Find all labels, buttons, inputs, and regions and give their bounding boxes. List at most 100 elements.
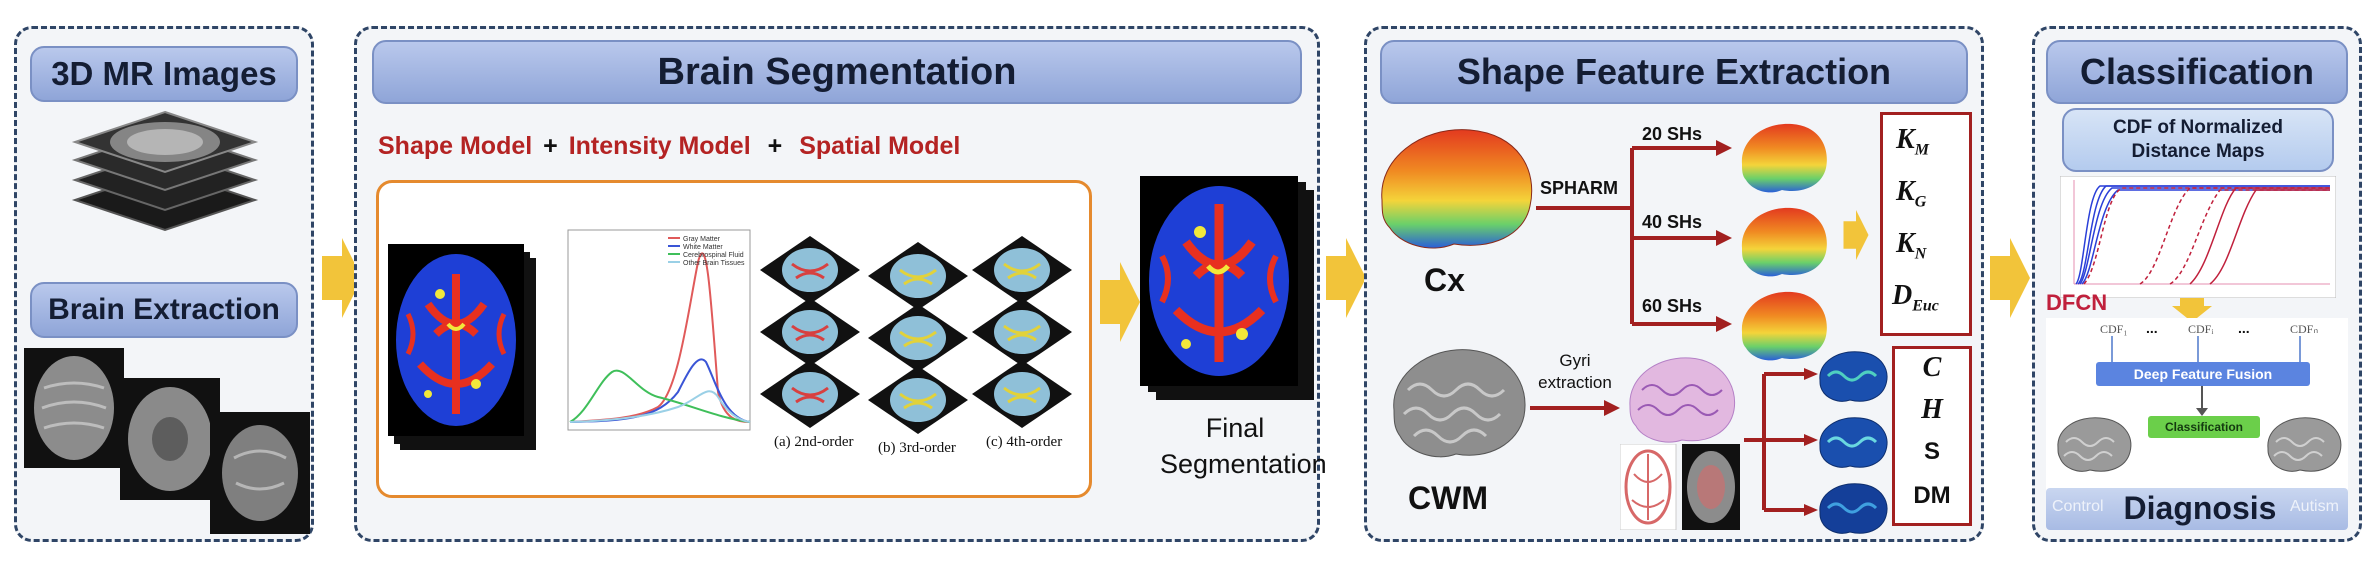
plus-sign-2: + xyxy=(767,132,783,160)
classification-box-label: Classification xyxy=(2164,420,2244,434)
sh-brain-40 xyxy=(1741,207,1827,277)
cdf-line2: Distance Maps xyxy=(2131,141,2265,162)
legend-other-tissues: Other Brain Tissues xyxy=(683,260,745,267)
classification-box: Classification xyxy=(2148,416,2260,438)
gyri-arrow xyxy=(1530,400,1620,416)
cwm-brain-s xyxy=(1819,483,1888,534)
cdf-dots-1: ... xyxy=(2146,320,2158,336)
autism-label: Autism xyxy=(2290,498,2339,515)
cwm-brain-c xyxy=(1819,351,1888,402)
final-label-line2: Segmentation xyxy=(1160,449,1327,479)
spharm-label: SPHARM xyxy=(1540,178,1619,198)
feature-kn: KN xyxy=(1896,228,1927,263)
shape-model-brain xyxy=(388,244,536,450)
spatial-slice-mark xyxy=(1003,262,1041,280)
sh-brain-20 xyxy=(1741,123,1827,193)
fusion-to-class-arrow xyxy=(2196,386,2208,416)
sh-label-40: 40 SHs xyxy=(1642,212,1703,232)
control-brain xyxy=(2057,417,2132,472)
feature-h: H xyxy=(1921,394,1943,425)
autism-brain xyxy=(2267,417,2342,472)
feature-dm: DM xyxy=(1913,482,1951,509)
plus-sign-1: + xyxy=(543,132,558,160)
sh-label-20: 20 SHs xyxy=(1642,124,1703,144)
final-label-line1: Final xyxy=(1205,413,1265,443)
mr-slices-stack xyxy=(71,110,259,232)
feature-km: KM xyxy=(1896,124,1929,159)
flow-arrow-seg xyxy=(1100,262,1140,342)
legend-white-matter: White Matter xyxy=(683,244,723,251)
model-equation: Shape Model + Intensity Model + Spatial … xyxy=(378,132,960,161)
cdf-node-1: CDF₁ xyxy=(2100,322,2128,336)
cwm-brain-h xyxy=(1819,417,1888,468)
mr-images-title: 3D MR Images xyxy=(51,55,277,92)
spatial-slice-mark xyxy=(791,262,829,280)
spatial-model-slices xyxy=(760,236,1072,434)
order-label-3rd: (b) 3rd-order xyxy=(878,440,956,456)
deep-feature-fusion-label: Deep Feature Fusion xyxy=(2133,366,2273,382)
cwm-branch-arrows xyxy=(1744,368,1818,516)
cx-label: Cx xyxy=(1424,262,1465,298)
feature-c: C xyxy=(1922,352,1942,383)
spatial-slice-mark xyxy=(1003,386,1041,404)
order-label-4th: (c) 4th-order xyxy=(986,434,1063,450)
deep-feature-fusion-box: Deep Feature Fusion xyxy=(2096,362,2310,386)
intensity-model-chart: Gray Matter White Matter Cerebrospinal F… xyxy=(567,229,751,431)
brain-segmentation-header: Brain Segmentation xyxy=(372,40,1302,104)
spatial-slice-mark xyxy=(791,324,829,342)
spatial-model-label: Spatial Model xyxy=(799,132,961,160)
gyri-brain xyxy=(1629,357,1736,443)
dfcn-label: DFCN xyxy=(2046,290,2108,315)
spatial-slice-mark xyxy=(899,392,937,410)
brain-segmentation-title: Brain Segmentation xyxy=(657,50,1017,93)
spatial-slice-mark xyxy=(791,386,829,404)
cdf-node-n: CDFₙ xyxy=(2290,322,2319,336)
dfcn-connections xyxy=(2111,336,2301,362)
curvature-features-box xyxy=(1880,112,1972,336)
brain-extraction-title: Brain Extraction xyxy=(48,293,280,326)
intensity-model-label: Intensity Model xyxy=(568,132,751,160)
flow-arrow-features xyxy=(1843,210,1869,260)
brain-extraction-header: Brain Extraction xyxy=(30,282,298,338)
control-label: Control xyxy=(2052,498,2104,515)
spatial-slice-mark xyxy=(1003,324,1041,342)
flow-arrow-3 xyxy=(1990,238,2030,318)
shape-features-header: Shape Feature Extraction xyxy=(1380,40,1968,104)
flow-arrow-1 xyxy=(322,238,362,318)
feature-deuc: DEuc xyxy=(1892,280,1939,315)
shape-features-title: Shape Feature Extraction xyxy=(1456,51,1892,92)
gyri-line2: extraction xyxy=(1538,373,1612,392)
sh-label-60: 60 SHs xyxy=(1642,296,1703,316)
spharm-arrows xyxy=(1536,140,1732,332)
cwm-brain-surface xyxy=(1393,349,1526,458)
brain-extraction-images xyxy=(24,348,310,534)
diagnosis-label: Diagnosis xyxy=(2123,490,2277,526)
classification-title: Classification xyxy=(2079,51,2315,92)
shape-model-label: Shape Model xyxy=(378,132,533,160)
spatial-slice-mark xyxy=(899,330,937,348)
cdf-dots-2: ... xyxy=(2238,320,2250,336)
sh-brain-60 xyxy=(1741,291,1827,361)
feature-kg: KG xyxy=(1896,176,1927,211)
cx-brain-surface xyxy=(1381,129,1533,249)
gyri-axial-images xyxy=(1620,444,1740,530)
cwm-features-box xyxy=(1892,346,1972,526)
classification-header: Classification xyxy=(2046,40,2348,104)
diagnosis-bar xyxy=(2046,488,2348,530)
dfcn-down-arrow xyxy=(2172,298,2212,322)
order-label-2nd: (a) 2nd-order xyxy=(774,434,854,450)
final-segmentation-brain xyxy=(1140,176,1314,400)
feature-s: S xyxy=(1923,438,1940,465)
cwm-label: CWM xyxy=(1408,480,1488,516)
legend-gray-matter: Gray Matter xyxy=(683,236,721,243)
flow-arrow-2 xyxy=(1326,238,1366,318)
legend-csf: Cerebrospinal Fluid xyxy=(683,252,744,259)
final-segmentation-label: Final Segmentation xyxy=(1160,410,1327,482)
cdf-header: CDF of Normalized Distance Maps xyxy=(2062,108,2334,172)
gyri-line1: Gyri xyxy=(1559,351,1591,370)
gyri-extraction-label: Gyri extraction xyxy=(1532,350,1618,394)
cdf-plot xyxy=(2060,176,2336,298)
mr-images-header: 3D MR Images xyxy=(30,46,298,102)
cdf-node-i: CDFᵢ xyxy=(2188,322,2214,336)
spatial-slice-mark xyxy=(899,268,937,286)
